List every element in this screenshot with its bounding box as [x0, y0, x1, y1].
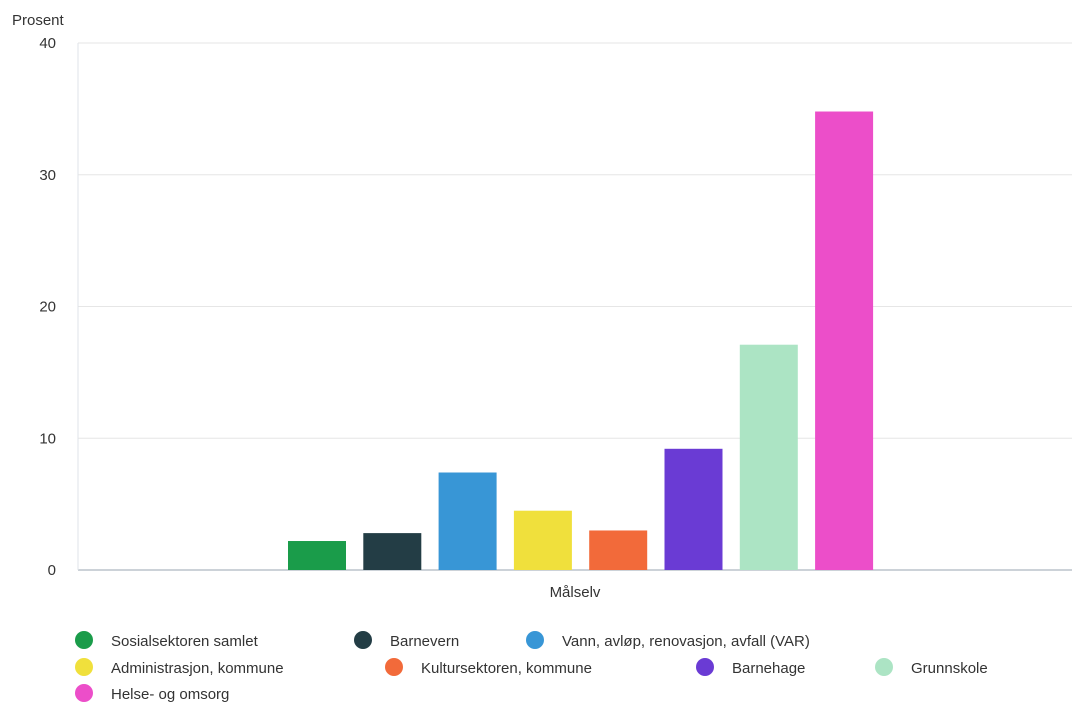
grid [78, 42, 1072, 439]
legend-swatch-icon [385, 658, 403, 676]
legend-label: Barnehage [732, 660, 805, 677]
bar[interactable]: Barnehage: 9.2 [664, 448, 723, 570]
bar[interactable]: Administrasjon, kommune: 4.5 [513, 510, 572, 570]
legend-label: Kultursektoren, kommune [421, 660, 592, 677]
legend-label: Helse- og omsorg [111, 686, 229, 703]
legend-item[interactable]: Sosialsektoren samlet [75, 631, 259, 650]
bar[interactable]: Sosialsektoren samlet: 2.2 [288, 541, 346, 570]
legend-swatch-icon [696, 658, 714, 676]
legend-swatch-icon [75, 631, 93, 649]
bar[interactable]: Vann, avløp, renovasjon, avfall (VAR): 7… [438, 472, 497, 570]
legend-swatch-icon [354, 631, 372, 649]
legend-item[interactable]: Vann, avløp, renovasjon, avfall (VAR) [526, 631, 810, 650]
axes: Prosent 0 10 20 30 40 Målselv [12, 12, 1072, 601]
legend-item[interactable]: Grunnskole [875, 658, 988, 677]
legend-item[interactable]: Barnevern [354, 631, 459, 650]
legend-label: Barnevern [390, 633, 459, 650]
bar[interactable]: Grunnskole: 17.1 [739, 344, 798, 570]
legend-swatch-icon [75, 684, 93, 702]
legend-swatch-icon [526, 631, 544, 649]
legend-item[interactable]: Administrasjon, kommune [75, 658, 284, 677]
legend: Sosialsektoren samlet Barnevern Vann, avlø… [75, 631, 988, 703]
x-tick-label: Målselv [550, 584, 601, 601]
y-tick-label: 40 [39, 35, 56, 52]
legend-item[interactable]: Kultursektoren, kommune [385, 658, 592, 677]
y-axis-title: Prosent [12, 12, 65, 29]
y-tick-label: 0 [48, 562, 56, 579]
legend-item[interactable]: Barnehage [696, 658, 805, 677]
bar[interactable]: Barnevern: 2.8 [363, 533, 422, 570]
legend-label: Administrasjon, kommune [111, 660, 284, 677]
legend-item[interactable]: Helse- og omsorg [75, 684, 229, 703]
legend-swatch-icon [875, 658, 893, 676]
y-tick-label: 10 [39, 430, 56, 447]
legend-label: Sosialsektoren samlet [111, 633, 259, 650]
legend-label: Grunnskole [911, 660, 988, 677]
legend-label: Vann, avløp, renovasjon, avfall (VAR) [562, 633, 810, 650]
y-tick-label: 20 [39, 299, 56, 316]
bar[interactable]: Kultursektoren, kommune: 3 [589, 530, 648, 570]
y-tick-label: 30 [39, 167, 56, 184]
bars: Sosialsektoren samlet: 2.2 Barnevern: 2.8… [288, 111, 874, 570]
legend-swatch-icon [75, 658, 93, 676]
bar[interactable]: Helse- og omsorg: 34.8 [815, 111, 874, 570]
